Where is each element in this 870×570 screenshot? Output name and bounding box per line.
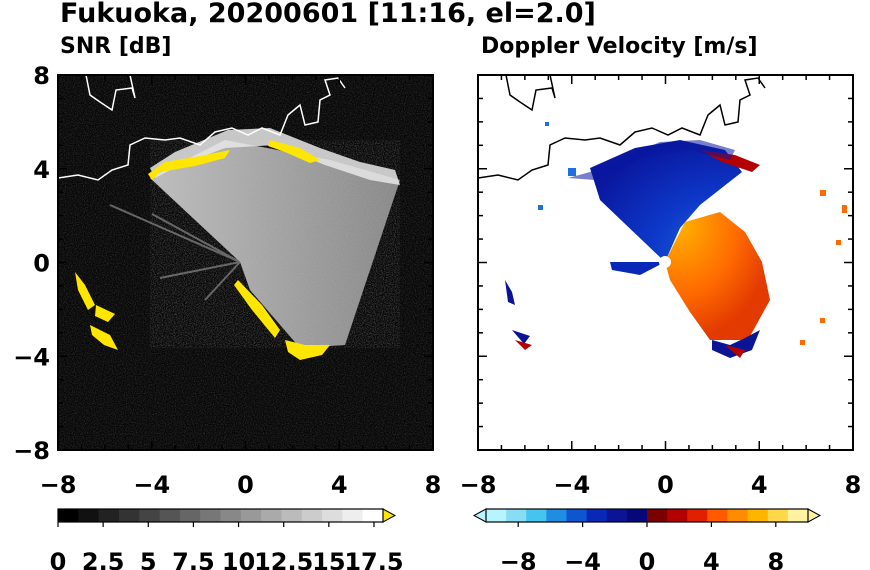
snr-y-tick-label: −8 xyxy=(13,437,50,465)
snr-saturated-echoes xyxy=(75,140,330,360)
axes-layer: −8 −4 0 4 8 8 4 0 −4 −8 −8 −4 0 4 8 xyxy=(13,62,861,499)
snr-colorbar-label: 10 xyxy=(222,548,255,570)
snr-colorbar-cell xyxy=(179,509,201,522)
doppler-colorbar-label: 8 xyxy=(767,548,784,570)
snr-x-tick-label: 0 xyxy=(237,471,254,499)
doppler-colorbar-label: −4 xyxy=(564,548,601,570)
snr-colorbar-cell xyxy=(322,509,343,522)
snr-colorbar-cell xyxy=(200,509,221,522)
doppler-colorbar-cell xyxy=(546,509,567,522)
doppler-coastline xyxy=(478,77,766,181)
snr-coastline-north xyxy=(85,75,136,112)
doppler-scattered-blue xyxy=(538,122,576,210)
doppler-colorbar-cell xyxy=(606,509,628,522)
snr-colorbar-cell xyxy=(301,509,323,522)
doppler-approaching-ray xyxy=(610,262,665,275)
snr-y-tick-label: 0 xyxy=(33,250,50,278)
doppler-colorbar-label: −8 xyxy=(500,548,537,570)
doppler-colorbar-cell xyxy=(687,509,708,522)
snr-colorbar-label: 0 xyxy=(50,548,67,570)
snr-colorbar-cell xyxy=(159,509,181,522)
snr-panel xyxy=(57,74,434,451)
snr-colorbar-cell xyxy=(78,509,100,522)
doppler-coastal-echo xyxy=(568,140,735,180)
snr-x-tick-label: −8 xyxy=(40,471,77,499)
snr-colorbar-label: 5 xyxy=(140,548,157,570)
snr-colorbar-cell xyxy=(139,509,161,522)
doppler-colorbar-extend-min xyxy=(472,508,487,523)
doppler-edge-blue xyxy=(505,280,760,358)
doppler-x-tick-label: 0 xyxy=(657,471,674,499)
snr-colorbar-label: 12.5 xyxy=(254,548,313,570)
snr-echo-texture xyxy=(150,140,400,348)
snr-colorbar-label: 15 xyxy=(312,548,345,570)
doppler-colorbar-cell xyxy=(727,509,749,522)
snr-x-tick-label: 4 xyxy=(331,471,348,499)
doppler-colorbar-cell xyxy=(566,509,588,522)
doppler-colorbar-cell xyxy=(526,509,547,522)
doppler-approaching-region xyxy=(590,140,742,262)
snr-colorbar-cell xyxy=(240,509,262,522)
snr-colorbar-frame xyxy=(57,508,384,523)
doppler-colorbar-extend-max xyxy=(807,508,822,523)
snr-colorbar-label: 17.5 xyxy=(344,548,403,570)
figure-title: Fukuoka, 20200601 [11:16, el=2.0] xyxy=(60,0,596,29)
snr-colorbar-cell xyxy=(58,509,79,522)
doppler-colorbar-cell xyxy=(747,509,769,522)
snr-colorbar-cell xyxy=(98,509,120,522)
doppler-colorbar-cell xyxy=(647,509,668,522)
doppler-colorbar-cell xyxy=(667,509,688,522)
doppler-colorbar-cell xyxy=(767,509,789,522)
doppler-x-tick-label: −4 xyxy=(553,471,590,499)
doppler-colorbar-cell xyxy=(506,509,527,522)
snr-colorbar-cell xyxy=(261,509,282,522)
snr-colorbar-cell xyxy=(118,509,140,522)
snr-x-tick-label: 8 xyxy=(425,471,442,499)
doppler-panel-title: Doppler Velocity [m/s] xyxy=(481,34,758,59)
doppler-colorbar-cell xyxy=(707,509,728,522)
doppler-colorbar-label: 0 xyxy=(639,548,656,570)
snr-coastline xyxy=(58,77,346,181)
doppler-colorbar-cell xyxy=(586,509,608,522)
doppler-colorbar-cell xyxy=(486,509,507,522)
doppler-panel xyxy=(477,74,854,451)
snr-colorbar-extend-max xyxy=(382,508,397,523)
radar-site-marker xyxy=(659,256,671,268)
snr-colorbar-cell xyxy=(362,509,384,522)
doppler-receding-region xyxy=(665,212,770,340)
snr-panel-title: SNR [dB] xyxy=(60,34,172,59)
doppler-colorbar-cell xyxy=(787,509,809,522)
doppler-colorbar-label: 4 xyxy=(703,548,720,570)
doppler-x-tick-label: −8 xyxy=(460,471,497,499)
snr-colorbar-cell xyxy=(281,509,303,522)
snr-side-rays xyxy=(109,204,241,301)
doppler-x-tick-label: 4 xyxy=(751,471,768,499)
doppler-x-tick-label: 8 xyxy=(845,471,862,499)
snr-colorbar-label: 7.5 xyxy=(172,548,215,570)
snr-colorbar-cell xyxy=(342,509,364,522)
doppler-colorbar-cell xyxy=(626,509,648,522)
snr-y-tick-label: 8 xyxy=(33,62,50,90)
snr-coastal-echo xyxy=(150,128,400,185)
snr-colorbar-cell xyxy=(220,509,242,522)
snr-y-tick-label: −4 xyxy=(13,343,50,371)
doppler-coastline-north xyxy=(505,75,556,112)
snr-colorbar-label: 2.5 xyxy=(82,548,125,570)
doppler-scattered-echoes xyxy=(800,190,847,345)
snr-x-tick-label: −4 xyxy=(133,471,170,499)
snr-y-tick-label: 4 xyxy=(33,156,50,184)
